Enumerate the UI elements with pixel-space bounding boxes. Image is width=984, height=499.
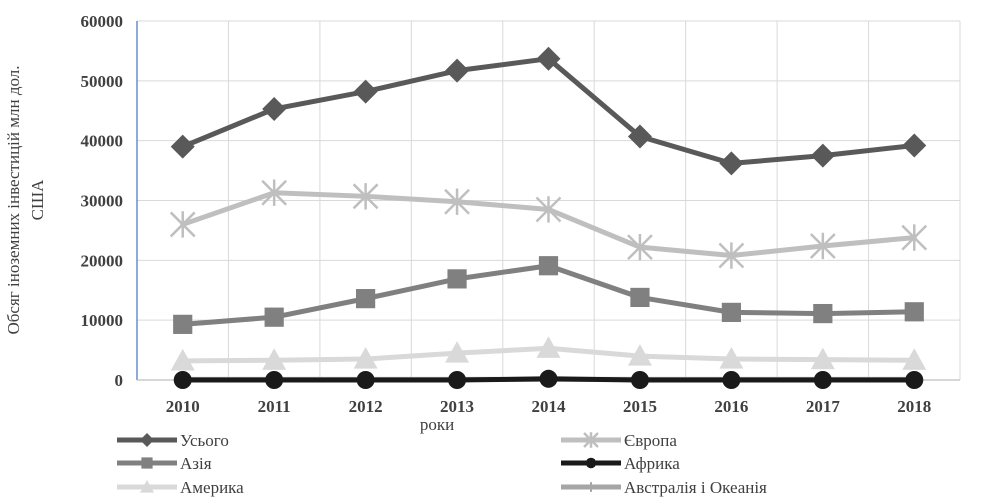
data-point <box>353 79 378 104</box>
data-point <box>809 232 836 260</box>
x-tick-label: 2016 <box>714 397 748 416</box>
data-point <box>718 242 745 269</box>
data-point <box>352 183 379 210</box>
data-point <box>264 307 284 327</box>
x-tick-label: 2012 <box>349 397 383 416</box>
legend-label: Америка <box>180 478 244 497</box>
series-3 <box>173 369 924 389</box>
legend-label: Африка <box>624 454 680 473</box>
legend-label: Азія <box>180 454 212 473</box>
y-tick-label: 10000 <box>81 311 124 330</box>
y-axis-title: Обсяг іноземних інвестицій млн дол. США <box>4 65 47 334</box>
data-point <box>538 256 559 276</box>
data-point <box>444 188 470 215</box>
data-point <box>170 134 195 159</box>
data-point <box>905 371 924 389</box>
y-axis-title-line-1: Обсяг іноземних інвестицій млн дол. <box>4 65 23 334</box>
legend-entry: Усього <box>117 431 229 450</box>
legend-marker <box>140 480 154 493</box>
y-tick-label: 30000 <box>81 192 124 211</box>
legend-entry: Азія <box>117 454 212 473</box>
data-point <box>356 289 376 309</box>
legend-marker <box>586 482 596 492</box>
series-line <box>180 56 917 166</box>
legend-entry: Австралія і Океанія <box>561 478 767 497</box>
data-point <box>810 347 835 370</box>
x-tick-label: 2013 <box>440 397 474 416</box>
data-point <box>721 302 741 322</box>
data-point <box>169 211 196 238</box>
x-tick-label: 2010 <box>166 397 200 416</box>
data-point <box>448 371 467 389</box>
data-point <box>262 96 287 121</box>
data-point <box>173 314 193 334</box>
data-point <box>719 347 744 369</box>
y-tick-label: 60000 <box>81 12 124 31</box>
y-tick-labels: 0 10000 20000 30000 40000 50000 60000 <box>81 12 124 390</box>
data-point <box>539 369 558 388</box>
legend-entry: Америка <box>117 478 244 497</box>
legend-marker <box>583 432 599 448</box>
data-point <box>902 348 927 370</box>
data-point <box>447 269 467 289</box>
series-1 <box>169 179 928 269</box>
data-point <box>262 348 287 370</box>
y-tick-label: 50000 <box>81 72 124 91</box>
data-point <box>261 179 288 206</box>
data-point <box>719 151 744 176</box>
data-point <box>904 302 924 322</box>
legend-label: Європа <box>624 431 677 450</box>
data-point <box>630 371 649 389</box>
data-point <box>536 46 561 71</box>
x-tick-label: 2017 <box>806 397 841 416</box>
y-tick-label: 0 <box>115 371 124 390</box>
data-point <box>813 371 832 389</box>
series-lines <box>169 46 928 389</box>
data-point <box>627 344 652 366</box>
data-point <box>722 371 741 389</box>
data-point <box>445 58 470 83</box>
data-point <box>353 347 378 369</box>
data-point <box>630 287 650 308</box>
legend-entry: Африка <box>561 454 680 473</box>
series-2 <box>173 256 924 334</box>
y-tick-label: 40000 <box>81 132 124 151</box>
x-axis-title: роки <box>420 415 454 434</box>
legend-label: Усього <box>180 431 229 450</box>
series-4 <box>170 336 927 371</box>
x-tick-label: 2011 <box>258 397 291 416</box>
x-tick-label: 2018 <box>897 397 931 416</box>
legend-label: Австралія і Океанія <box>624 478 767 497</box>
x-tick-label: 2015 <box>623 397 657 416</box>
data-point <box>445 341 470 363</box>
data-point <box>627 233 653 261</box>
data-point <box>356 371 375 389</box>
legend-marker <box>141 457 153 469</box>
data-point <box>536 336 561 358</box>
data-point <box>265 371 284 389</box>
legend-entry: Європа <box>561 431 677 450</box>
data-point <box>535 196 562 223</box>
data-point <box>810 143 835 168</box>
x-tick-label: 2014 <box>532 397 567 416</box>
data-point <box>170 348 195 371</box>
data-point <box>813 303 833 324</box>
legend-marker <box>140 433 154 447</box>
data-point <box>173 371 192 389</box>
series-0 <box>170 46 927 176</box>
data-point <box>901 224 928 251</box>
y-axis-title-line-2: США <box>28 179 47 220</box>
x-tick-labels: 2010 2011 2012 2013 2014 2015 2016 2017 2018 <box>166 397 932 416</box>
data-point <box>627 124 652 149</box>
legend-marker <box>585 457 597 469</box>
legend: Усього Європа Азія Африка Америка Австралія і… <box>117 431 767 497</box>
data-point <box>902 133 927 158</box>
y-tick-label: 20000 <box>81 251 124 270</box>
